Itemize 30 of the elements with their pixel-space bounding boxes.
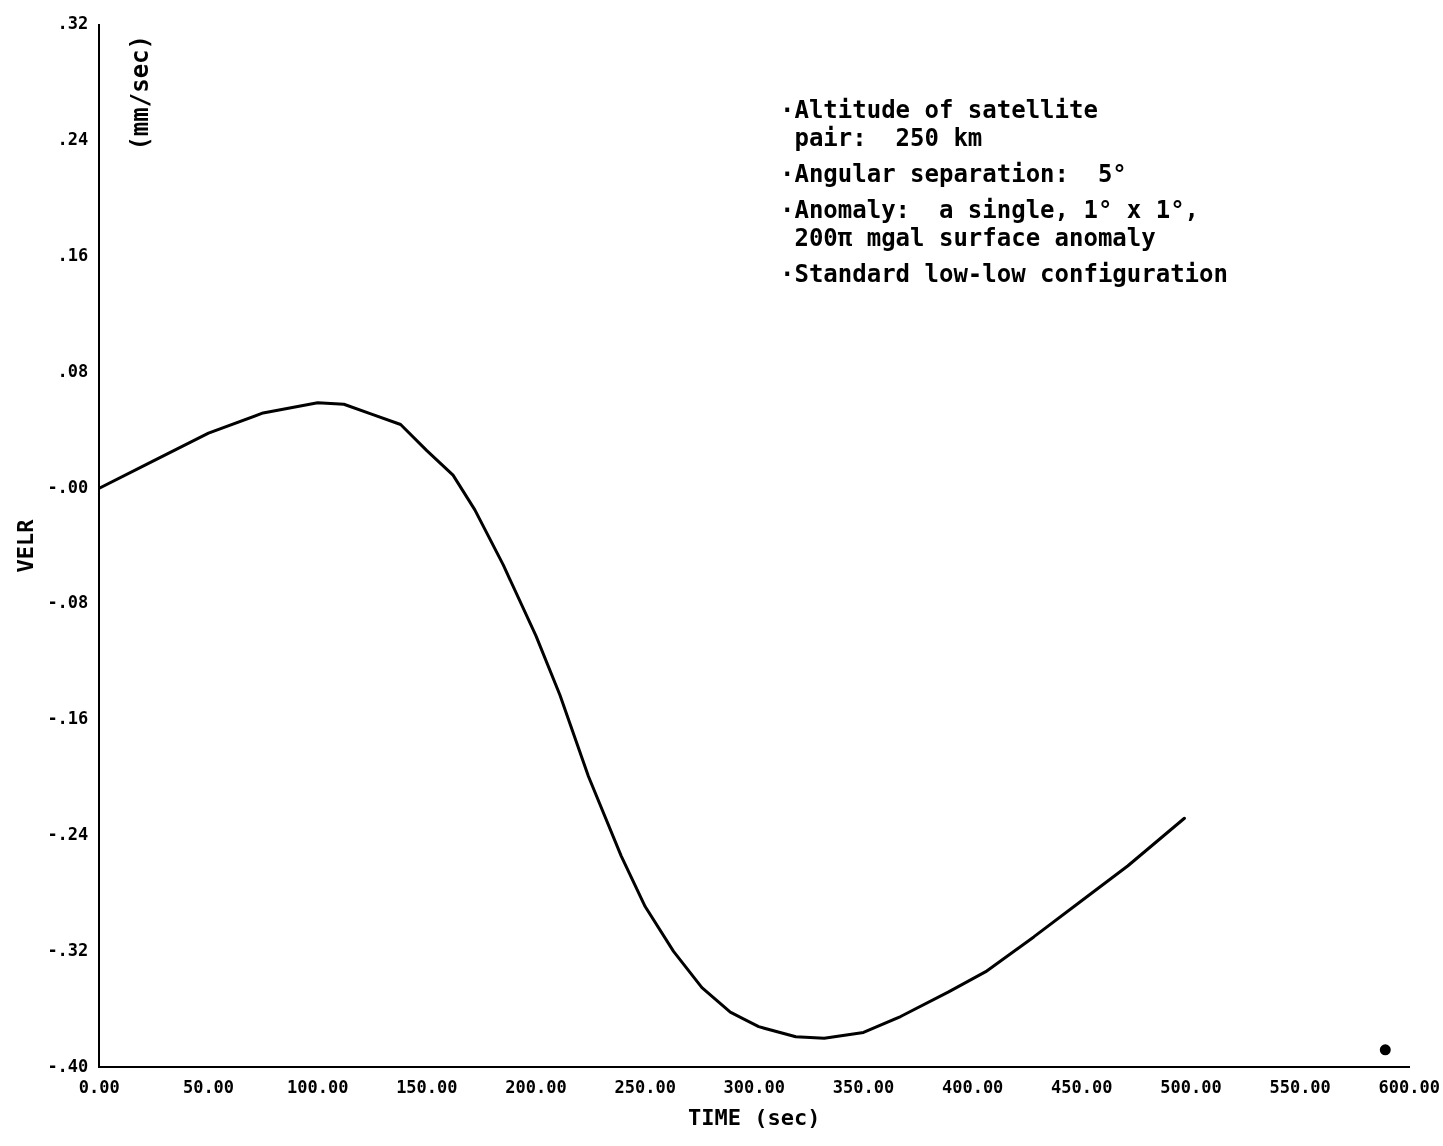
annotation: ·Standard low-low configuration (780, 260, 1228, 289)
y-tick-label: .24 (57, 129, 89, 150)
x-tick-label: 550.00 (1269, 1076, 1331, 1097)
x-tick-label: 600.00 (1378, 1076, 1441, 1097)
x-tick-label: 350.00 (832, 1076, 895, 1097)
y-tick-label: -.40 (47, 1055, 89, 1076)
x-tick-label: 0.00 (78, 1076, 120, 1097)
x-axis-title: TIME (sec) (688, 1104, 821, 1130)
x-tick-label: 150.00 (396, 1076, 458, 1097)
x-tick-label: 500.00 (1160, 1076, 1222, 1097)
annotation: ·Anomaly: a single, 1° x 1°, 200π mgal surface anomaly (780, 196, 1200, 253)
x-tick-label: 50.00 (182, 1076, 235, 1097)
y-tick-label: -.16 (47, 708, 89, 729)
y-tick-label: -.32 (47, 939, 89, 960)
annotation: ·Altitude of satellite pair: 250 km (780, 96, 1098, 153)
y-axis-title: VELR (12, 518, 38, 573)
y-tick-label: .16 (57, 245, 89, 266)
annotation: ·Angular separation: 5° (780, 160, 1127, 189)
annotation: (mm/sec) (125, 35, 154, 151)
x-tick-label: 300.00 (723, 1076, 786, 1097)
x-tick-label: 200.00 (505, 1076, 567, 1097)
x-tick-label: 250.00 (614, 1076, 676, 1097)
y-tick-label: -.00 (47, 476, 89, 497)
x-tick-label: 450.00 (1051, 1076, 1113, 1097)
x-tick-label: 100.00 (286, 1076, 349, 1097)
y-tick-label: .32 (57, 13, 89, 34)
x-tick-label: 400.00 (941, 1076, 1004, 1097)
y-tick-label: .08 (57, 360, 89, 381)
y-tick-label: -.08 (47, 592, 89, 613)
y-tick-label: -.24 (47, 824, 89, 845)
